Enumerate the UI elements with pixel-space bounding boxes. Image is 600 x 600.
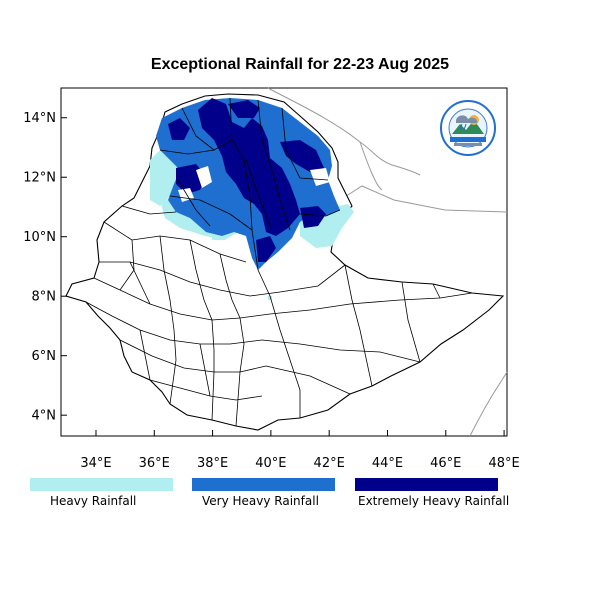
- meteorology-agency-logo: [440, 100, 496, 156]
- lat-tick-label: 12°N: [23, 171, 56, 186]
- legend-label-heavy: Heavy Rainfall: [50, 494, 137, 508]
- legend-label-very-heavy: Very Heavy Rainfall: [202, 494, 319, 508]
- map-title: Exceptional Rainfall for 22-23 Aug 2025: [150, 56, 450, 73]
- lon-tick-label: 34°E: [80, 456, 111, 471]
- lon-tick-label: 48°E: [488, 456, 519, 471]
- lon-tick-label: 44°E: [372, 456, 403, 471]
- legend-swatch-very-heavy: [192, 478, 335, 491]
- no-rain-gaps: [178, 166, 330, 202]
- lon-tick-label: 46°E: [430, 456, 461, 471]
- admin-boundaries: [85, 97, 473, 427]
- lon-tick-label: 40°E: [255, 456, 286, 471]
- lat-tick-label: 6°N: [32, 349, 57, 364]
- plot-frame: [60, 87, 508, 437]
- longitude-ticks: 34°E 36°E 38°E 40°E 42°E 44°E 46°E 48°E: [80, 430, 520, 471]
- lat-tick-label: 8°N: [32, 290, 57, 305]
- legend-swatch-extreme: [355, 478, 498, 491]
- lat-tick-label: 4°N: [32, 409, 57, 424]
- latitude-ticks: 14°N 12°N 10°N 8°N 6°N 4°N: [23, 111, 67, 424]
- lat-tick-label: 14°N: [23, 111, 56, 126]
- lon-tick-label: 42°E: [314, 456, 345, 471]
- neighbor-borders: [267, 87, 508, 437]
- lon-tick-label: 38°E: [197, 456, 228, 471]
- lon-tick-label: 36°E: [139, 456, 170, 471]
- lat-tick-label: 10°N: [23, 230, 56, 245]
- legend-label-extreme: Extremely Heavy Rainfall: [358, 494, 510, 508]
- legend-swatch-heavy: [30, 478, 173, 491]
